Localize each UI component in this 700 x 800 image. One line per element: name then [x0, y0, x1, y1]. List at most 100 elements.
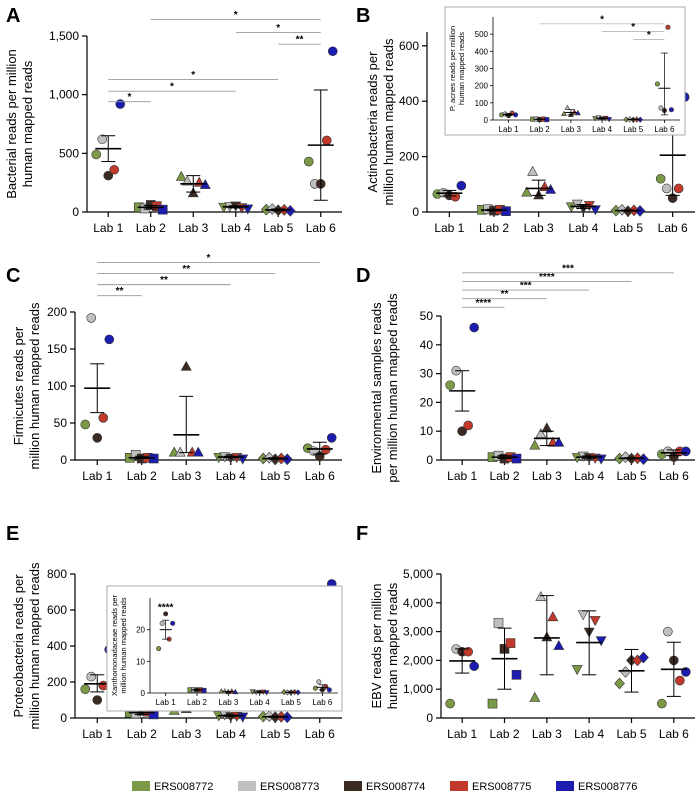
panel-b-inset-point-3-5: [665, 24, 671, 30]
panel-c-point-2-2: [180, 360, 192, 371]
legend-label-4: ERS008776: [578, 781, 637, 793]
panel-a-point-3-0: [109, 164, 120, 175]
panel-a-xtick-label-4: Lab 5: [263, 221, 293, 235]
panel-a-sig-label-5: **: [296, 35, 304, 46]
panel-e-inset-point-4-0: [170, 620, 176, 626]
panel-c-ytick-label-2: 100: [47, 379, 67, 393]
panel-d-xtick-label-2: Lab 3: [532, 469, 562, 483]
panel-b-point-4-3: [589, 205, 601, 216]
panel-e-ylabel-line-0: Proteobacteria reads per: [11, 574, 26, 718]
legend-swatch-4: [556, 781, 574, 791]
panel-b-point-4-0: [456, 180, 467, 191]
panel-b-inset-ytick-label-3: 300: [475, 65, 489, 74]
panel-c-sig-label-1: **: [160, 275, 168, 286]
panel-c-xtick-label-4: Lab 5: [260, 469, 290, 483]
panel-b-point-0-5: [655, 173, 666, 184]
panel-f-ytick-label-2: 2,000: [403, 653, 433, 667]
panel-b-inset-xtick-label-3: Lab 4: [592, 125, 613, 134]
panel-b-inset-point-1-2: [564, 104, 571, 111]
panel-f-ytick-label-4: 4,000: [403, 596, 433, 610]
panel-e-point-2-0: [92, 695, 103, 705]
panel-c-point-1-2: [174, 446, 186, 457]
panel-e-inset-point-1-5: [316, 679, 322, 685]
panel-b-inset-ytick-label-0: 0: [484, 116, 489, 125]
panel-d-xtick-label-5: Lab 6: [659, 469, 689, 483]
panel-f-point-4-0: [469, 661, 479, 671]
panel-d-sig-label-0: ****: [476, 298, 492, 309]
panel-e-ytick-label-2: 400: [47, 639, 67, 653]
panel-f-point-1-2: [535, 591, 547, 601]
panel-f-chart: 0 1,000 2,000 3,000 4,000 5,000 Lab 1 Lab 2 Lab …: [369, 567, 695, 741]
panel-e-ylabel-line-1: million human mapped reads: [27, 562, 42, 729]
panel-c-point-0-0: [80, 419, 91, 430]
panel-a-ytick-label-1: 500: [59, 146, 79, 160]
panel-f-point-1-4: [620, 666, 631, 678]
panel-b-inset-xtick-label-0: Lab 1: [499, 125, 520, 134]
panel-e-xtick-label-4: Lab 5: [260, 727, 290, 741]
panel-e-inset-point-0-5: [312, 685, 318, 691]
panel-b-xtick-label-5: Lab 6: [658, 221, 688, 235]
panel-d-ytick-label-2: 20: [420, 395, 434, 409]
legend-label-1: ERS008773: [260, 781, 319, 793]
panel-b-inset-xtick-label-1: Lab 2: [530, 125, 551, 134]
panel-c-sig-label-0: **: [116, 286, 124, 297]
panel-d-sig-label-4: ***: [562, 263, 574, 274]
panel-e-inset-annotation: ****: [158, 603, 174, 614]
panel-d-xtick-label-4: Lab 5: [616, 469, 646, 483]
panel-b-inset-ytick-label-5: 500: [475, 30, 489, 39]
panel-f-point-1-3: [577, 610, 589, 621]
panel-letter-f: F: [356, 523, 368, 545]
panel-d-ytick-label-3: 30: [420, 367, 434, 381]
panel-d-sig-label-3: ****: [539, 272, 555, 283]
panel-c-point-4-2: [192, 446, 204, 457]
panel-f-point-4-2: [553, 639, 565, 650]
panel-b-point-1-5: [661, 183, 672, 194]
panel-e-inset-ytick-label-2: 20: [136, 626, 145, 635]
panel-d-sig-label-2: ***: [520, 281, 532, 292]
panel-f-ytick-label-1: 1,000: [403, 682, 433, 696]
panel-a-ytick-label-2: 1,000: [49, 88, 79, 102]
panel-a-point-4-4: [284, 204, 296, 217]
panel-c-sig-label-2: **: [182, 264, 190, 275]
panel-letter-d: D: [356, 265, 370, 287]
panel-b-inset-ytick-label-2: 200: [475, 82, 489, 91]
panel-b-point-4-1: [501, 206, 511, 216]
panel-c-ylabel-line-1: million human mapped reads: [27, 302, 42, 469]
panel-f-point-3-0: [463, 646, 473, 657]
panel-a-point-2-0: [103, 170, 114, 181]
panel-e-inset-ytick-label-1: 10: [136, 657, 145, 666]
panel-f-point-0-4: [614, 677, 625, 690]
panel-b-inset-xtick-label-5: Lab 6: [654, 125, 675, 134]
panel-b-point-0-2: [521, 186, 533, 197]
panel-a-ylabel-line-0: Bacterial reads per million: [4, 49, 19, 199]
panel-d-ytick-label-4: 40: [420, 338, 434, 352]
panel-e-xtick-label-1: Lab 2: [127, 727, 157, 741]
panel-f-point-0-0: [445, 698, 455, 709]
panel-a-point-4-1: [157, 204, 168, 215]
panel-b-xtick-label-4: Lab 5: [613, 221, 643, 235]
legend-swatch-1: [238, 781, 256, 791]
panel-a-sig-label-0: *: [128, 92, 132, 103]
panel-c-ytick-label-3: 150: [47, 342, 67, 356]
panel-a-point-3-5: [321, 135, 332, 146]
panel-a-point-4-0: [115, 99, 126, 109]
legend-label-0: ERS008772: [154, 781, 213, 793]
panel-d-point-0-2: [529, 439, 541, 450]
panel-c-point-2-0: [92, 432, 103, 443]
panel-e-ytick-label-0: 0: [60, 711, 67, 725]
panel-f-point-3-1: [505, 638, 516, 648]
panel-b-inset-point-0-2: [560, 110, 567, 117]
panel-a-xtick-label-0: Lab 1: [93, 221, 123, 235]
panel-a-ylabel-line-1: human mapped reads: [20, 60, 35, 187]
panel-e-inset-ylabel-line-0: Xanthomonadaceae reads per: [110, 595, 119, 696]
panel-f-point-3-2: [547, 611, 559, 622]
panel-d-sig-label-1: **: [501, 289, 509, 300]
panel-b-inset-ytick-label-4: 400: [475, 47, 489, 56]
panel-d-point-4-2: [553, 436, 565, 447]
panel-f-point-0-1: [487, 698, 498, 709]
panel-c-ytick-label-4: 200: [47, 305, 67, 319]
panel-d-ytick-label-0: 0: [426, 453, 433, 467]
panel-f-ytick-label-5: 5,000: [403, 567, 433, 581]
panel-c-xtick-label-3: Lab 4: [216, 469, 246, 483]
